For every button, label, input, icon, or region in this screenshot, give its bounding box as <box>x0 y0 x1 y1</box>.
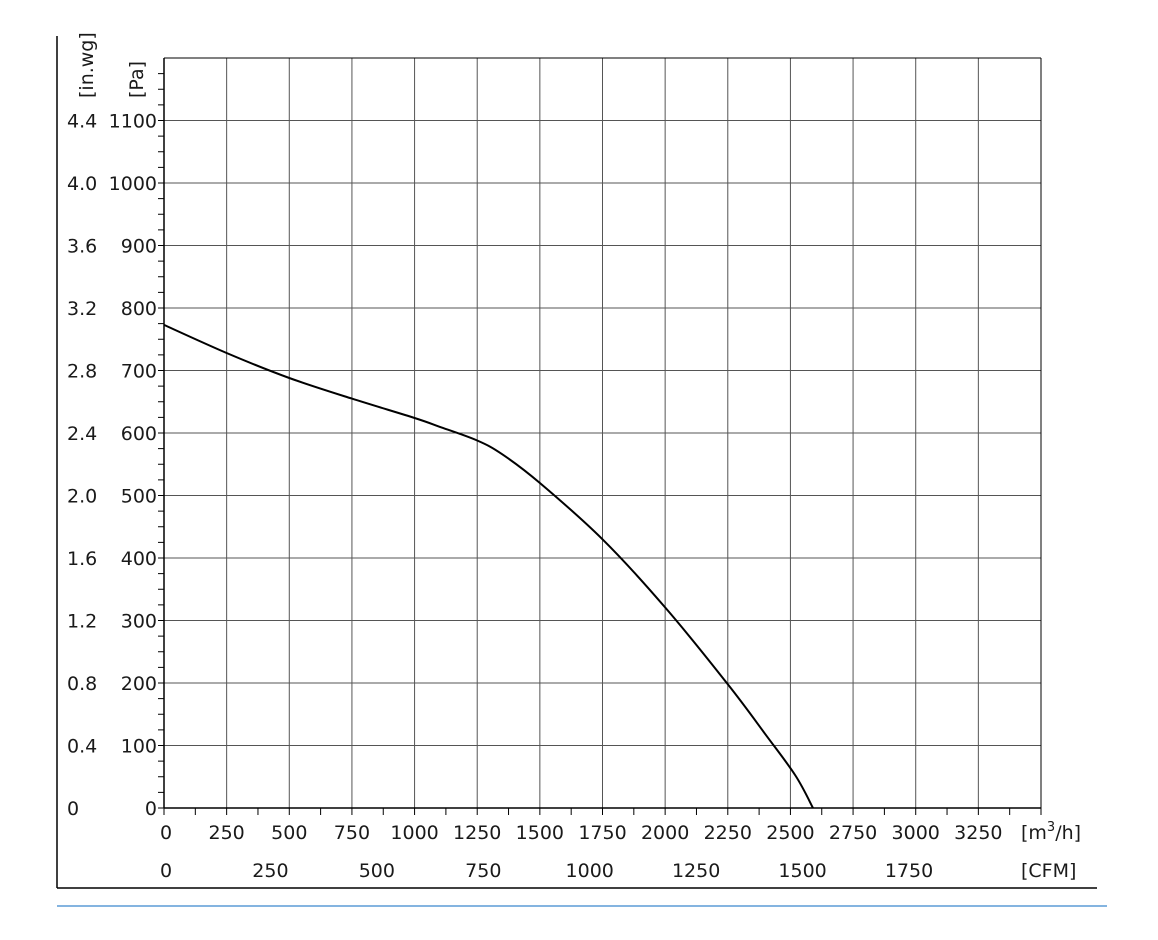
x-tick-label-cfm: 500 <box>359 860 395 882</box>
x-tick-label-m3h: 0 <box>160 822 172 844</box>
x-tick-label-m3h: 1000 <box>390 822 438 844</box>
y-tick-label-pa: 500 <box>121 486 157 508</box>
y-tick-label-inwg: 0.8 <box>67 673 97 695</box>
x-tick-label-cfm: 0 <box>160 860 172 882</box>
x-tick-label-cfm: 1000 <box>566 860 614 882</box>
x-tick-label-m3h: 2750 <box>829 822 877 844</box>
y-tick-label-inwg: 0.4 <box>67 736 97 758</box>
minor-ticks <box>158 73 1042 815</box>
x-tick-label-cfm: 1750 <box>885 860 933 882</box>
y-tick-label-pa: 100 <box>121 736 157 758</box>
performance-curve <box>163 323 814 809</box>
x-tick-label-cfm: 1500 <box>778 860 826 882</box>
y-tick-label-pa: 200 <box>121 673 157 695</box>
x-tick-label-m3h: 1500 <box>516 822 564 844</box>
y-tick-label-inwg: 1.2 <box>67 611 97 633</box>
x-tick-label-m3h: 3000 <box>892 822 940 844</box>
x-tick-label-m3h: 2000 <box>641 822 689 844</box>
y-tick-label-pa: 400 <box>121 548 157 570</box>
x-tick-label-m3h: 2500 <box>766 822 814 844</box>
y-tick-label-inwg: 2.0 <box>67 486 97 508</box>
curve-layer <box>163 323 814 809</box>
y-tick-label-pa: 1100 <box>109 111 157 133</box>
x-unit-cfm-label: [CFM] <box>1021 860 1076 882</box>
x-tick-label-m3h: 2250 <box>704 822 752 844</box>
y-tick-label-pa: 800 <box>121 298 157 320</box>
y-tick-labels: 0 100 200 300 400 500 600 700 800 900 1000 1100 0 0.4… <box>67 111 157 821</box>
y-tick-label-inwg: 2.8 <box>67 361 97 383</box>
y-tick-label-pa: 300 <box>121 611 157 633</box>
x-tick-label-cfm: 250 <box>252 860 288 882</box>
y-tick-label-pa: 1000 <box>109 173 157 195</box>
y-tick-label-pa: 900 <box>121 236 157 258</box>
y-tick-label-pa: 600 <box>121 423 157 445</box>
outer-axes <box>56 36 1107 907</box>
x-tick-labels: 0 250 500 750 1000 1250 1500 1750 2000 2250 2500 27… <box>160 822 1003 882</box>
y-tick-label-pa: 700 <box>121 361 157 383</box>
y-tick-label-inwg: 3.6 <box>67 236 97 258</box>
y-tick-label-pa: 0 <box>145 798 157 820</box>
y-unit-pa-label: [Pa] <box>126 61 148 98</box>
y-tick-label-inwg: 4.4 <box>67 111 97 133</box>
x-tick-label-m3h: 750 <box>334 822 370 844</box>
x-tick-label-m3h: 250 <box>209 822 245 844</box>
y-tick-label-inwg: 3.2 <box>67 298 97 320</box>
x-unit-base: [m <box>1021 822 1047 844</box>
y-tick-label-inwg: 2.4 <box>67 423 97 445</box>
x-tick-label-m3h: 500 <box>271 822 307 844</box>
x-tick-label-cfm: 1250 <box>672 860 720 882</box>
grid-lines <box>164 58 1041 808</box>
x-unit-superscript: 3 <box>1047 820 1055 835</box>
x-unit-tail: /h] <box>1055 822 1081 844</box>
x-tick-label-m3h: 3250 <box>954 822 1002 844</box>
y-tick-label-inwg: 1.6 <box>67 548 97 570</box>
x-tick-label-m3h: 1750 <box>578 822 626 844</box>
y-unit-inwg-label: [in.wg] <box>76 32 98 98</box>
x-unit-m3h-label: [m3/h] <box>1021 820 1081 844</box>
x-tick-label-m3h: 1250 <box>453 822 501 844</box>
x-tick-label-cfm: 750 <box>465 860 501 882</box>
y-tick-label-inwg: 0 <box>67 798 79 820</box>
y-tick-label-inwg: 4.0 <box>67 173 97 195</box>
